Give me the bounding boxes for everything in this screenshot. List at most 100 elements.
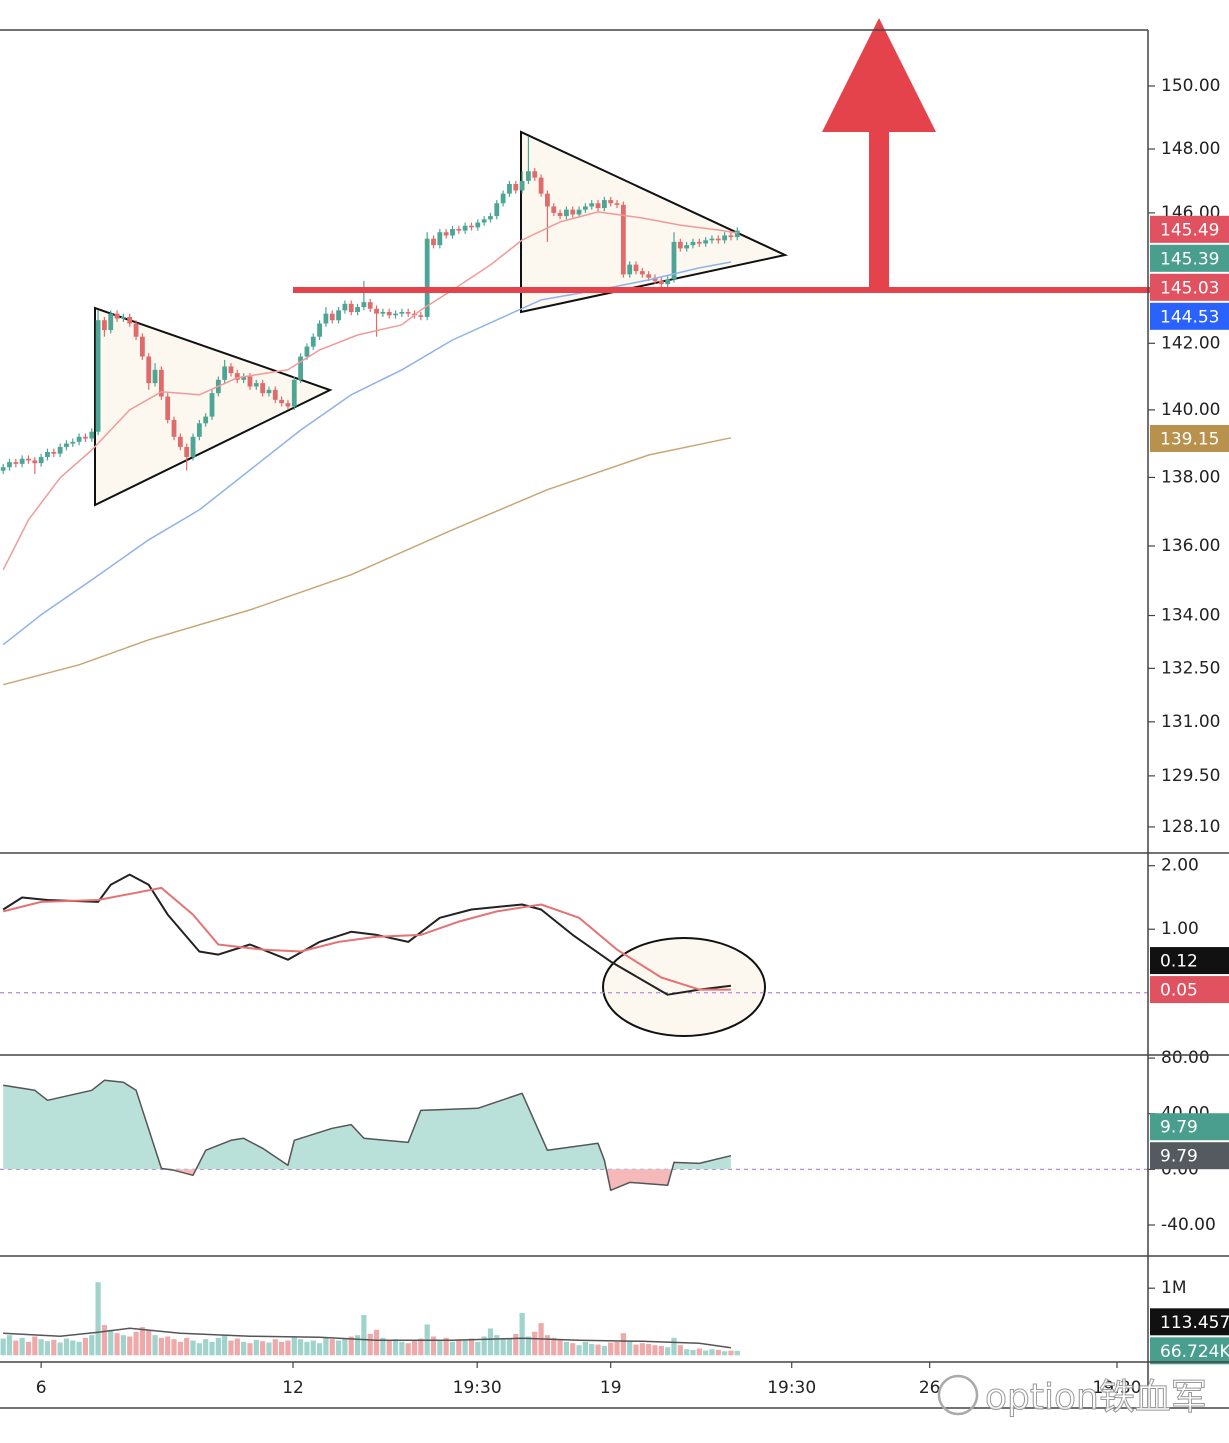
price-tag: [1150, 1337, 1229, 1365]
candle-body: [45, 451, 50, 458]
volume-bar: [652, 1345, 658, 1356]
candle-body: [190, 436, 196, 458]
candle-body: [513, 184, 519, 191]
y-tick-label: 138.00: [1161, 467, 1220, 487]
candle-body: [26, 458, 31, 461]
candle-body: [355, 307, 360, 312]
volume-bar: [177, 1341, 183, 1356]
candle-body: [203, 416, 209, 424]
x-tick-label: 19: [600, 1378, 622, 1398]
price-tag: [1150, 424, 1229, 452]
pane: 150.00148.00146.00142.00140.00138.00136.…: [0, 76, 1229, 837]
price-tag: [1150, 215, 1229, 243]
candle-body: [139, 336, 145, 357]
volume-bar: [329, 1339, 335, 1356]
candle-body: [608, 200, 614, 204]
candle-body: [450, 228, 455, 236]
volume-bar: [203, 1339, 209, 1356]
pane: 80.0040.000.00-40.009.799.79: [0, 1048, 1229, 1235]
y-tick-label: 129.50: [1161, 766, 1220, 786]
watermark-text: option铁血军: [985, 1377, 1207, 1418]
candle-body: [152, 369, 158, 384]
candle-body: [158, 369, 164, 397]
candle-body: [601, 200, 607, 209]
volume-bar: [430, 1336, 437, 1356]
candle-body: [272, 389, 278, 400]
candle-body: [418, 315, 424, 317]
candle-body: [437, 232, 443, 246]
price-tag-label: 145.49: [1160, 220, 1219, 240]
annotations-over: [293, 18, 1150, 293]
candle-body: [582, 206, 588, 210]
candle-body: [57, 446, 63, 454]
volume-bar: [658, 1345, 664, 1356]
price-tag-label: 66.724K: [1160, 1342, 1229, 1362]
volume-bar: [462, 1340, 468, 1356]
volume-bar: [133, 1331, 139, 1356]
x-tick-label: 12: [282, 1378, 304, 1398]
candle-body: [367, 302, 373, 309]
volume-bar: [272, 1339, 278, 1356]
candle-body: [456, 228, 462, 231]
candle-body: [19, 458, 25, 464]
candle-body: [488, 216, 493, 220]
candle-body: [734, 230, 740, 238]
candle-body: [348, 303, 354, 312]
volume-bar: [399, 1341, 405, 1356]
y-tick-label: 132.50: [1161, 658, 1220, 678]
volume-bar: [70, 1340, 76, 1356]
candle-body: [481, 219, 487, 223]
volume-bar: [82, 1337, 89, 1356]
price-tag: [1150, 976, 1229, 1004]
price-tag-label: 0.12: [1160, 952, 1198, 972]
candle-body: [639, 271, 645, 275]
volume-bar: [354, 1335, 361, 1356]
volume-bar: [51, 1339, 57, 1356]
volume-bar: [468, 1338, 475, 1356]
volume-bar: [184, 1337, 190, 1356]
volume-bar: [76, 1341, 82, 1356]
y-tick-label: 148.00: [1161, 139, 1220, 159]
y-tick-label: 1M: [1161, 1278, 1186, 1298]
volume-bar: [722, 1351, 728, 1356]
volume-bar: [222, 1335, 228, 1356]
volume-bar: [703, 1350, 709, 1356]
volume-bar: [475, 1341, 481, 1356]
volume-bar: [582, 1341, 588, 1356]
candle-body: [665, 279, 671, 285]
volume-bar: [551, 1337, 557, 1356]
candle-body: [260, 383, 266, 394]
candle-body: [361, 302, 367, 308]
volume-bar: [570, 1343, 576, 1356]
series-line: [3, 1327, 732, 1349]
area-positive: [3, 1080, 731, 1170]
volume-bar: [728, 1350, 734, 1356]
volume-bar: [494, 1335, 500, 1356]
price-tag: [1150, 947, 1229, 975]
candle-body: [196, 423, 202, 437]
volume-bar: [165, 1336, 171, 1356]
candle-body: [671, 241, 677, 280]
candle-body: [677, 241, 683, 249]
watermark: option铁血军: [937, 1374, 1207, 1419]
series-line: [3, 437, 732, 686]
candle-body: [424, 238, 430, 317]
volume-bar: [266, 1342, 272, 1356]
volume-bar: [614, 1341, 620, 1356]
candle-body: [709, 238, 715, 241]
price-tag: [1150, 273, 1229, 301]
volume-bar: [279, 1341, 285, 1356]
volume-bar: [108, 1329, 114, 1356]
candle-body: [228, 366, 234, 374]
candle-body: [133, 323, 139, 337]
candle-body: [89, 431, 95, 439]
volume-bar: [291, 1336, 297, 1356]
volume-bar: [513, 1333, 519, 1356]
candle-body: [51, 451, 57, 454]
volume-bar: [253, 1339, 259, 1356]
volume-bar: [418, 1338, 424, 1356]
candle-body: [279, 399, 285, 404]
volume-bar: [260, 1341, 266, 1356]
candle-body: [507, 184, 512, 194]
